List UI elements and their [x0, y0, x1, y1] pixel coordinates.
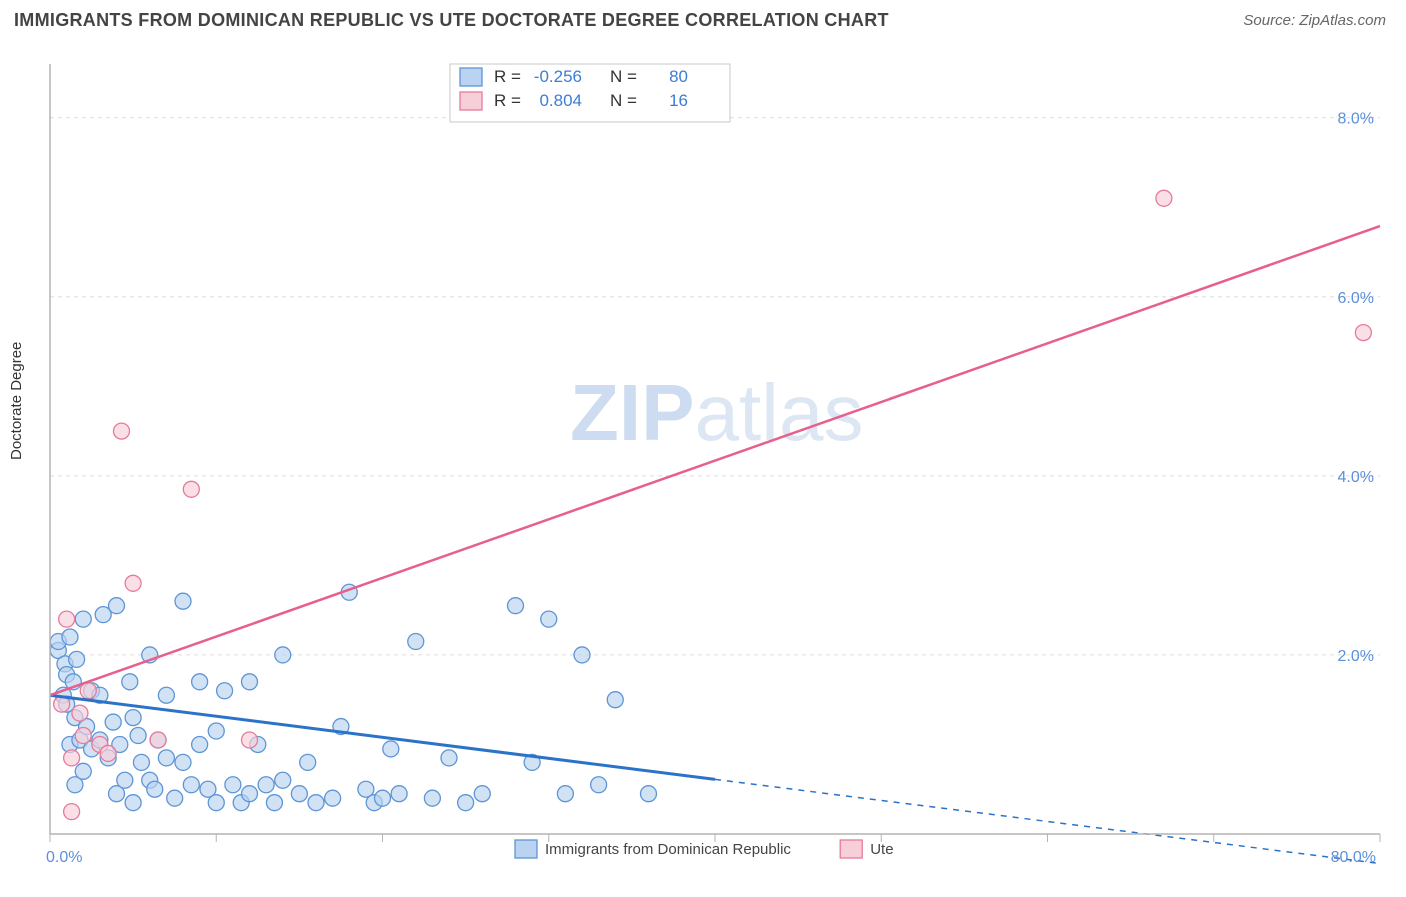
- point-dominican: [130, 728, 146, 744]
- point-ute: [1156, 190, 1172, 206]
- point-dominican: [424, 790, 440, 806]
- point-dominican: [225, 777, 241, 793]
- chart-title: IMMIGRANTS FROM DOMINICAN REPUBLIC VS UT…: [14, 10, 889, 31]
- point-dominican: [441, 750, 457, 766]
- point-ute: [183, 481, 199, 497]
- point-ute: [80, 683, 96, 699]
- stats-box: [450, 64, 730, 122]
- point-dominican: [308, 795, 324, 811]
- stats-r-value: 0.804: [539, 91, 582, 110]
- point-dominican: [300, 754, 316, 770]
- point-ute: [75, 728, 91, 744]
- point-dominican: [109, 598, 125, 614]
- legend-label: Ute: [870, 841, 893, 858]
- point-ute: [100, 745, 116, 761]
- point-dominican: [183, 777, 199, 793]
- plot-container: Doctorate Degree ZIPatlas 2.0% 4.0% 6.0% 8.0…: [0, 40, 1406, 892]
- stats-r-value: -0.256: [534, 67, 582, 86]
- point-ute: [1355, 325, 1371, 341]
- point-dominican: [147, 781, 163, 797]
- scatter-chart: ZIPatlas 2.0% 4.0% 6.0% 8.0% 0.0% 80.0% Immigra…: [0, 40, 1406, 892]
- point-dominican: [591, 777, 607, 793]
- point-dominican: [192, 736, 208, 752]
- x-tick-label: 80.0%: [1331, 849, 1376, 866]
- point-dominican: [122, 674, 138, 690]
- point-dominican: [325, 790, 341, 806]
- point-dominican: [217, 683, 233, 699]
- point-dominican: [75, 763, 91, 779]
- stats-n-value: 80: [669, 67, 688, 86]
- y-tick-label: 4.0%: [1338, 469, 1374, 486]
- point-dominican: [117, 772, 133, 788]
- source-prefix: Source:: [1243, 12, 1299, 29]
- point-dominican: [574, 647, 590, 663]
- point-dominican: [175, 593, 191, 609]
- point-ute: [59, 611, 75, 627]
- point-dominican: [167, 790, 183, 806]
- point-dominican: [125, 710, 141, 726]
- point-dominican: [208, 795, 224, 811]
- stats-n-value: 16: [669, 91, 688, 110]
- point-dominican: [375, 790, 391, 806]
- watermark: ZIPatlas: [570, 368, 863, 457]
- point-dominican: [192, 674, 208, 690]
- stats-r-label: R =: [494, 91, 521, 110]
- point-ute: [125, 575, 141, 591]
- point-dominican: [458, 795, 474, 811]
- point-dominican: [242, 674, 258, 690]
- point-dominican: [541, 611, 557, 627]
- legend-swatch: [840, 840, 862, 858]
- point-ute: [72, 705, 88, 721]
- point-dominican: [62, 629, 78, 645]
- point-dominican: [175, 754, 191, 770]
- point-ute: [64, 804, 80, 820]
- point-dominican: [291, 786, 307, 802]
- stats-n-label: N =: [610, 91, 637, 110]
- point-dominican: [383, 741, 399, 757]
- point-dominican: [408, 634, 424, 650]
- point-dominican: [557, 786, 573, 802]
- stats-r-label: R =: [494, 67, 521, 86]
- point-dominican: [258, 777, 274, 793]
- header-bar: IMMIGRANTS FROM DOMINICAN REPUBLIC VS UT…: [0, 0, 1406, 37]
- point-dominican: [158, 687, 174, 703]
- source-name: ZipAtlas.com: [1299, 12, 1386, 29]
- y-tick-label: 2.0%: [1338, 648, 1374, 665]
- point-ute: [113, 423, 129, 439]
- point-dominican: [266, 795, 282, 811]
- y-axis-label: Doctorate Degree: [8, 342, 25, 460]
- point-dominican: [158, 750, 174, 766]
- point-dominican: [275, 772, 291, 788]
- point-dominican: [508, 598, 524, 614]
- source-credit: Source: ZipAtlas.com: [1243, 12, 1386, 29]
- y-tick-label: 8.0%: [1338, 111, 1374, 128]
- point-dominican: [275, 647, 291, 663]
- point-dominican: [125, 795, 141, 811]
- point-dominican: [208, 723, 224, 739]
- point-dominican: [75, 611, 91, 627]
- point-dominican: [474, 786, 490, 802]
- point-dominican: [641, 786, 657, 802]
- trendline-dominican-dashed: [715, 779, 1380, 863]
- point-dominican: [242, 786, 258, 802]
- point-dominican: [607, 692, 623, 708]
- stats-n-label: N =: [610, 67, 637, 86]
- point-ute: [64, 750, 80, 766]
- point-dominican: [133, 754, 149, 770]
- legend-swatch: [515, 840, 537, 858]
- point-dominican: [391, 786, 407, 802]
- stats-swatch: [460, 68, 482, 86]
- stats-swatch: [460, 92, 482, 110]
- point-dominican: [69, 651, 85, 667]
- y-tick-label: 6.0%: [1338, 290, 1374, 307]
- x-tick-label: 0.0%: [46, 849, 82, 866]
- point-ute: [150, 732, 166, 748]
- point-dominican: [105, 714, 121, 730]
- legend-label: Immigrants from Dominican Republic: [545, 841, 791, 858]
- point-ute: [242, 732, 258, 748]
